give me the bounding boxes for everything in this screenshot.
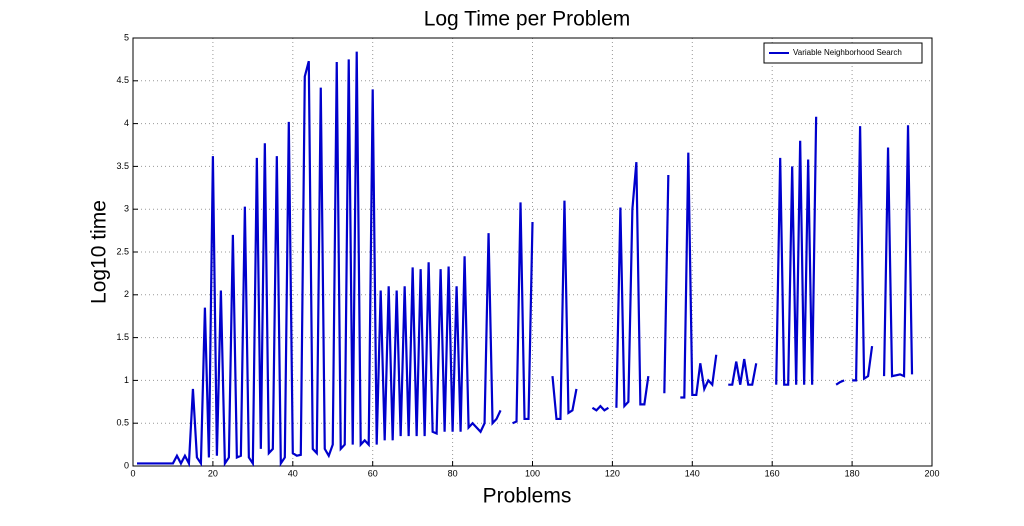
y-tick-label: 1.5 — [116, 332, 129, 342]
y-tick-label: 3 — [124, 204, 129, 214]
x-tick-label: 100 — [525, 468, 540, 478]
x-tick-label: 40 — [288, 468, 298, 478]
x-tick-label: 20 — [208, 468, 218, 478]
data-line — [136, 51, 502, 468]
data-line — [512, 202, 534, 425]
x-axis-label: Problems — [483, 485, 572, 508]
chart-title: Log Time per Problem — [424, 8, 631, 31]
data-line — [615, 162, 650, 409]
data-line — [882, 125, 914, 378]
legend-box — [763, 42, 923, 64]
data-line — [680, 152, 718, 399]
y-tick-label: 3.5 — [116, 161, 129, 171]
plot-frame — [132, 37, 933, 467]
data-line — [663, 174, 670, 394]
y-tick-label: 0 — [124, 460, 129, 470]
data-line — [728, 358, 758, 386]
data-line — [591, 404, 609, 412]
x-tick-label: 140 — [685, 468, 700, 478]
data-line — [835, 379, 845, 386]
y-tick-label: 2.5 — [116, 246, 129, 256]
x-tick-label: 0 — [130, 468, 135, 478]
x-tick-label: 160 — [765, 468, 780, 478]
y-tick-label: 1 — [124, 375, 129, 385]
y-axis-label: Log10 time — [88, 200, 111, 304]
y-tick-label: 5 — [124, 32, 129, 42]
x-tick-label: 120 — [605, 468, 620, 478]
x-tick-label: 60 — [368, 468, 378, 478]
y-tick-label: 4 — [124, 118, 129, 128]
y-tick-label: 0.5 — [116, 418, 129, 428]
data-line — [551, 200, 578, 421]
data-line — [775, 116, 818, 386]
x-tick-label: 80 — [448, 468, 458, 478]
x-tick-label: 200 — [924, 468, 939, 478]
data-line — [852, 126, 874, 382]
x-tick-label: 180 — [845, 468, 860, 478]
y-tick-label: 4.5 — [116, 75, 129, 85]
y-tick-label: 2 — [124, 289, 129, 299]
legend-label: Variable Neighborhood Search — [793, 48, 902, 57]
